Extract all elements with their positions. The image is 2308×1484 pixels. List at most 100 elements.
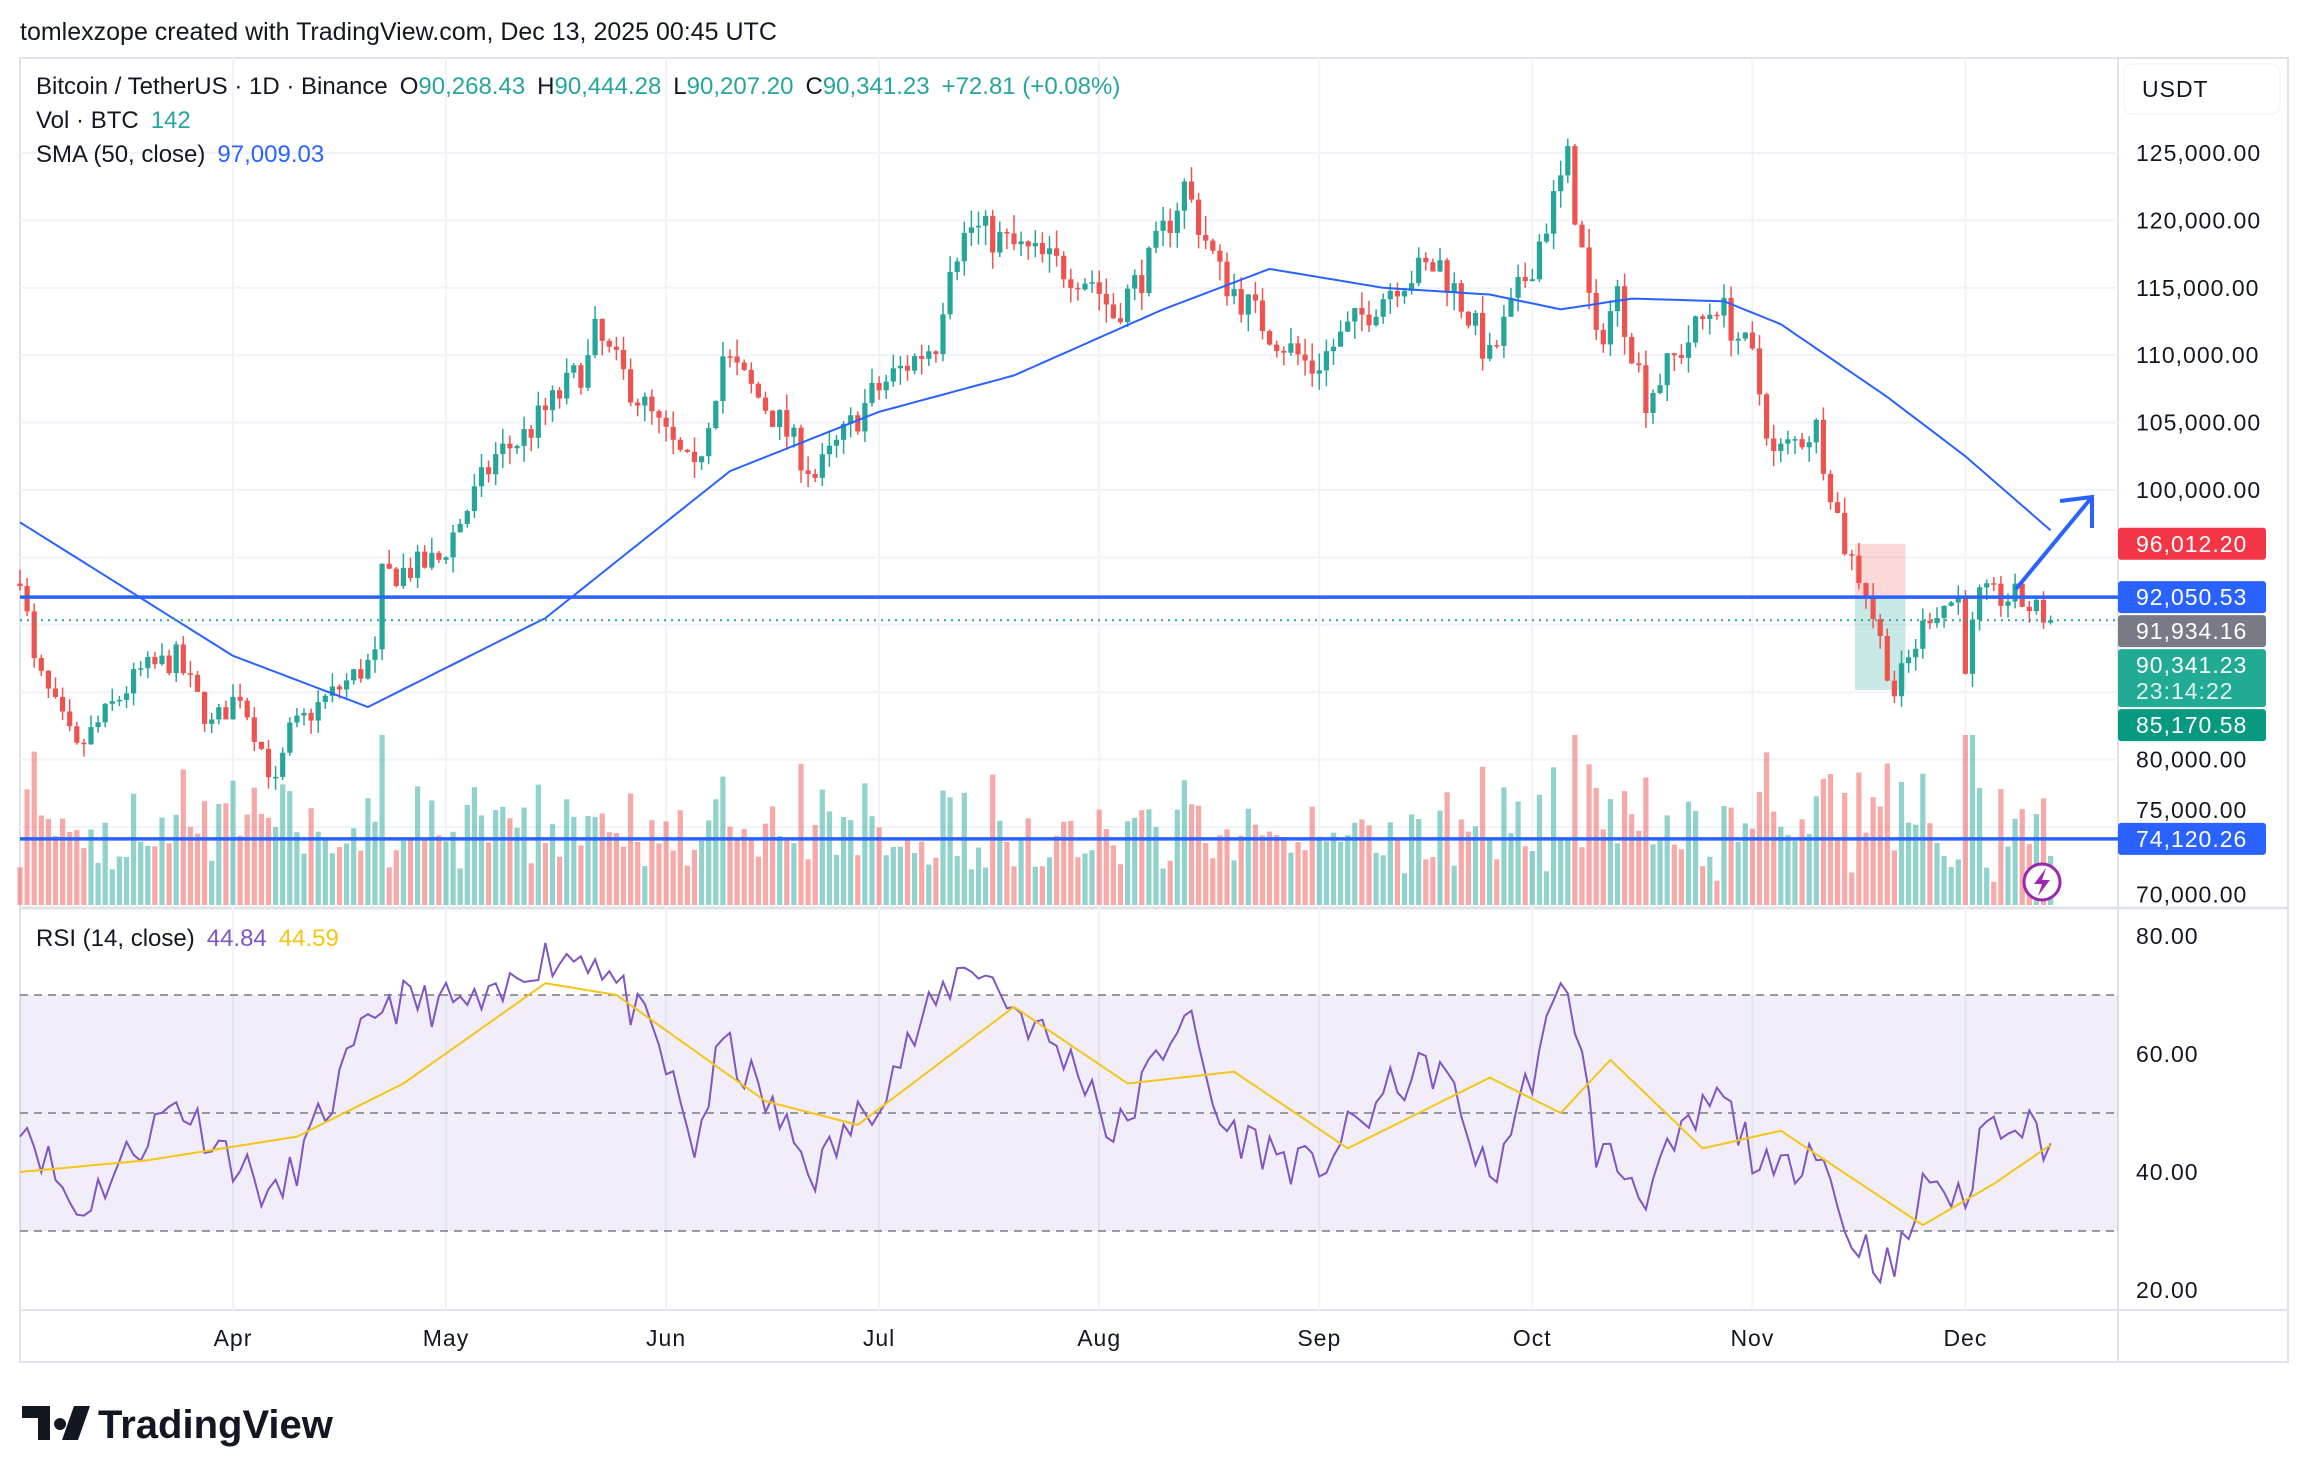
volume-bar [478, 815, 485, 905]
volume-bar [819, 789, 825, 905]
candle-body [145, 656, 151, 669]
volume-bar [1409, 814, 1415, 905]
trend-arrow[interactable] [2014, 494, 2094, 591]
volume-bar [1863, 832, 1869, 905]
volume-bar [244, 814, 250, 905]
volume-bar [1799, 819, 1805, 905]
candle-body [620, 349, 627, 370]
volume-bar [1394, 837, 1400, 905]
candle-body [393, 568, 399, 586]
candle-body [2033, 599, 2039, 612]
candle-body [457, 523, 463, 533]
volume-bar [351, 828, 357, 905]
volume-bar [557, 856, 563, 905]
volume-bar [358, 850, 364, 905]
volume-bar [1835, 839, 1841, 905]
candle-body [315, 702, 321, 721]
volume-bar [578, 845, 584, 905]
volume-bar [1849, 872, 1855, 905]
volume-bar [407, 837, 414, 905]
candle-body [1401, 290, 1408, 297]
volume-bar [1558, 837, 1564, 905]
volume-bar [1898, 781, 1905, 905]
volume-bar [805, 859, 811, 905]
candle-body [1004, 232, 1010, 234]
candle-body [471, 486, 477, 511]
candle-body [131, 669, 137, 694]
price-tags: 96,012.20 92,050.53 91,934.16 90,341.2323:1… [2118, 527, 2266, 855]
time-axis[interactable]: Apr May Jun Jul Aug Sep Oct Nov Dec [214, 1325, 1988, 1351]
volume-bar [585, 816, 591, 905]
alert-button[interactable] [2022, 862, 2062, 902]
candle-body [990, 215, 996, 253]
candle-body [1103, 293, 1109, 305]
volume-bar [1927, 823, 1933, 905]
volume-bar [564, 799, 570, 905]
candle-body [514, 445, 520, 449]
candle-body [1231, 288, 1237, 297]
candle-body [947, 271, 953, 315]
volume-bar [1522, 846, 1528, 905]
candle-body [656, 411, 662, 418]
candle-body [1515, 277, 1521, 298]
volume-bar [1160, 868, 1166, 905]
position-tool[interactable] [1854, 543, 1906, 690]
candle-body [841, 423, 847, 440]
candle-body [1785, 439, 1791, 444]
candle-body [1338, 331, 1344, 347]
candle-body [17, 583, 23, 587]
candle-body [1245, 294, 1251, 315]
candle-body [1806, 442, 1812, 448]
candle-body [1132, 275, 1138, 289]
tradingview-logo: TradingView [22, 1403, 334, 1447]
volume-bar [1515, 801, 1521, 905]
candle-body [2040, 599, 2047, 623]
candle-body [571, 365, 577, 373]
candle-body [1813, 419, 1819, 443]
candle-body [1117, 318, 1124, 323]
volume-bar [123, 856, 130, 905]
volume-bar [1806, 833, 1812, 905]
candle-body [1927, 620, 1933, 624]
horizontal-lines[interactable] [20, 595, 2118, 841]
candle-body [606, 340, 612, 347]
candle-body [95, 722, 101, 728]
volume-bar [1707, 856, 1713, 905]
price-tick-label: 100,000.00 [2136, 477, 2261, 503]
volume-bar [571, 816, 577, 905]
candle-body [1863, 583, 1869, 597]
volume-bar [294, 832, 300, 905]
rsi-band [20, 995, 2118, 1231]
volume-bar [1778, 826, 1784, 905]
volume-bar [663, 821, 669, 905]
time-tick-label: Sep [1297, 1325, 1341, 1351]
price-tick-label: 110,000.00 [2136, 342, 2259, 368]
volume-bar [528, 863, 534, 905]
volume-bar [415, 786, 421, 905]
volume-bar [450, 831, 456, 905]
volume-bar [1004, 841, 1010, 905]
volume-bar [301, 853, 307, 905]
volume-bar [1685, 801, 1692, 905]
candle-body [443, 557, 449, 560]
currency-button[interactable] [2123, 63, 2281, 115]
candle-body [592, 318, 598, 356]
volume-bar [1245, 808, 1251, 905]
candle-body [2019, 583, 2025, 607]
candle-body [1742, 332, 1748, 339]
volume-bar [187, 827, 193, 905]
volume-bar [933, 857, 939, 905]
candle-body [1593, 292, 1599, 330]
candle-body [1472, 312, 1479, 326]
volume-bar [904, 838, 911, 905]
price-axis[interactable]: 125,000.00 120,000.00 115,000.00 110,000.00… [2136, 140, 2261, 907]
candle-body [1884, 636, 1890, 681]
volume-bar [720, 776, 726, 905]
volume-bar [344, 843, 350, 905]
candle-body [1799, 439, 1805, 448]
candle-body [1465, 311, 1471, 326]
candle-body [1721, 297, 1727, 316]
candle-body [734, 356, 740, 363]
